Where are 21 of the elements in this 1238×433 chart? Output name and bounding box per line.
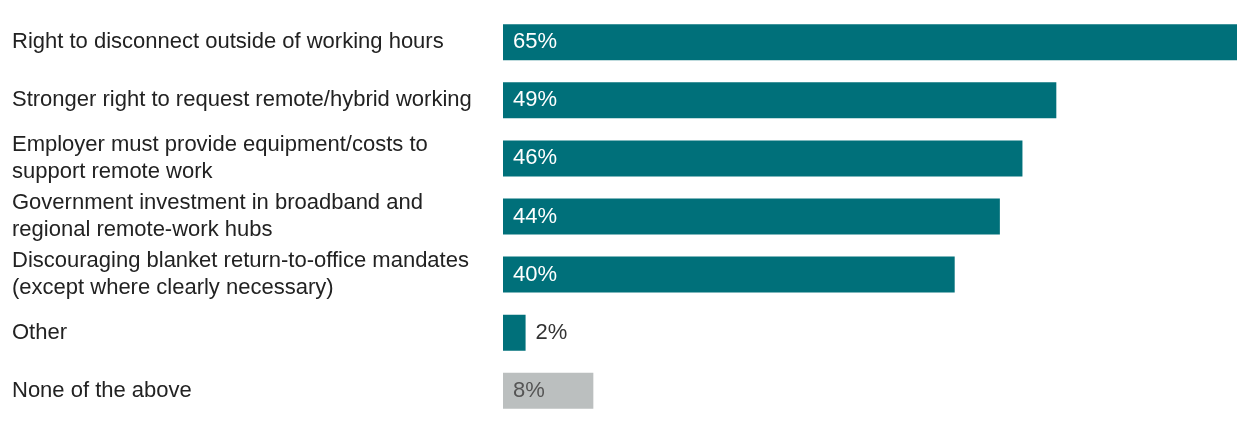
bar (503, 82, 1057, 119)
data-label: 49% (513, 86, 558, 112)
data-label: 46% (513, 144, 558, 170)
data-label: 44% (513, 202, 558, 228)
y-tick-label: Right to disconnect outside of working hours (12, 28, 444, 54)
bar (503, 198, 1000, 235)
bar (503, 256, 955, 293)
bar (503, 24, 1237, 61)
data-label: 8% (513, 376, 545, 402)
y-tick-label: Employer must provide equipment/costs to support remote work (12, 131, 428, 183)
y-tick-label: None of the above (12, 376, 192, 402)
y-tick-label: Stronger right to request remote/hybrid working (12, 86, 472, 112)
y-tick-label: Government investment in broadband and regional remote-work hubs (12, 189, 423, 241)
data-label: 65% (513, 28, 558, 54)
y-tick-label: Other (12, 318, 68, 344)
bar (503, 314, 526, 351)
y-tick-label: Discouraging blanket return-to-office mandates (except where clearly necessary) (12, 247, 469, 299)
bar (503, 372, 594, 409)
data-label: 2% (535, 318, 568, 344)
data-label: 40% (513, 260, 558, 286)
bar (503, 140, 1023, 177)
